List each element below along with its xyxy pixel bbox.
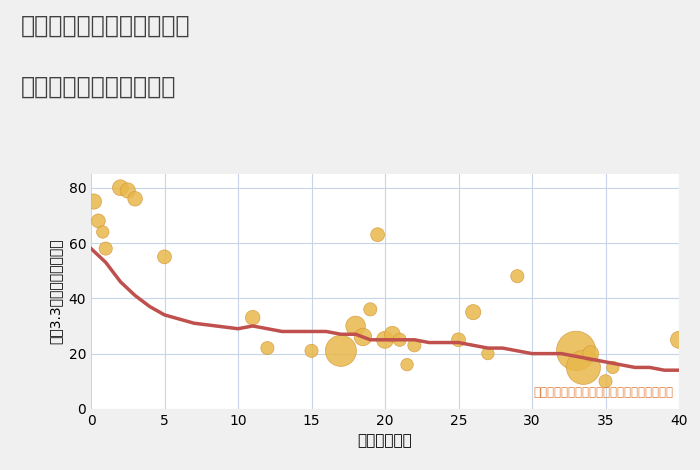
Text: 築年数別中古戸建て価格: 築年数別中古戸建て価格 — [21, 75, 176, 99]
Point — [585, 350, 596, 357]
Point — [97, 228, 108, 236]
Point — [386, 330, 398, 338]
Point — [247, 314, 258, 321]
Point — [365, 306, 376, 313]
Point — [468, 308, 479, 316]
Point — [379, 336, 391, 344]
Point — [600, 377, 611, 385]
Point — [159, 253, 170, 260]
Y-axis label: 坪（3.3㎡）単価（万円）: 坪（3.3㎡）単価（万円） — [49, 239, 63, 344]
Point — [453, 336, 464, 344]
Point — [306, 347, 317, 354]
Point — [115, 184, 126, 191]
Point — [335, 347, 346, 354]
Point — [350, 322, 361, 330]
Point — [262, 345, 273, 352]
Point — [578, 364, 589, 371]
Point — [608, 364, 619, 371]
Point — [482, 350, 493, 357]
Point — [394, 336, 405, 344]
Point — [92, 217, 104, 225]
Point — [673, 336, 685, 344]
Point — [88, 198, 99, 205]
Point — [512, 273, 523, 280]
Point — [358, 333, 369, 341]
Text: 三重県松阪市嬉野島田町の: 三重県松阪市嬉野島田町の — [21, 14, 190, 38]
X-axis label: 築年数（年）: 築年数（年） — [358, 433, 412, 448]
Text: 円の大きさは、取引のあった物件面積を示す: 円の大きさは、取引のあった物件面積を示す — [533, 386, 673, 400]
Point — [402, 361, 413, 368]
Point — [570, 347, 582, 354]
Point — [409, 342, 420, 349]
Point — [372, 231, 384, 238]
Point — [122, 187, 133, 194]
Point — [100, 245, 111, 252]
Point — [130, 195, 141, 203]
